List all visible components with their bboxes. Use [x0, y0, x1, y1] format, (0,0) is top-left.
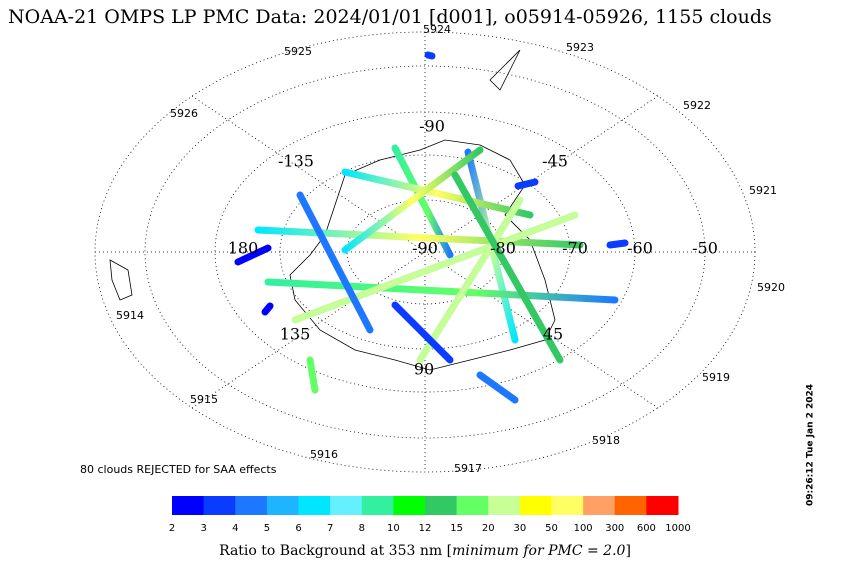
title: NOAA-21 OMPS LP PMC Data: 2024/01/01 [d0… — [8, 6, 772, 28]
latitude-label: -90 — [412, 239, 438, 258]
orbit-label: 5917 — [454, 462, 482, 475]
colorbar-swatch — [456, 496, 489, 515]
latitude-label: -70 — [562, 239, 588, 258]
colorbar-label: 300 — [605, 523, 624, 534]
colorbar-label: 100 — [574, 523, 593, 534]
orbit-label: 5922 — [683, 99, 711, 112]
colorbar-label: 5 — [264, 523, 270, 534]
colorbar-label: 8 — [359, 523, 365, 534]
colorbar-label: 4 — [232, 523, 238, 534]
colorbar-label: 12 — [419, 523, 432, 534]
coastline — [109, 49, 556, 371]
colorbar-label: 50 — [545, 523, 558, 534]
colorbar-swatch — [488, 496, 521, 515]
caption-emphasis: minimum for PMC = 2.0 — [452, 543, 625, 559]
orbit-label: 5918 — [592, 434, 620, 447]
latitude-label: -50 — [692, 239, 718, 258]
colorbar-label: 10 — [387, 523, 400, 534]
colorbar-label: 30 — [514, 523, 527, 534]
colorbar-swatch — [266, 496, 299, 515]
longitude-label: -135 — [278, 152, 314, 171]
colorbar-label: 20 — [482, 523, 495, 534]
orbit-label: 5926 — [170, 107, 198, 120]
longitude-label: 90 — [414, 360, 434, 379]
colorbar-label: 7 — [327, 523, 333, 534]
caption-text: Ratio to Background at 353 nm [ — [219, 543, 452, 559]
colorbar-label: 1000 — [665, 523, 690, 534]
longitude-label: -45 — [542, 152, 568, 171]
orbit-label: 5920 — [757, 281, 785, 294]
colorbar-label: 15 — [450, 523, 463, 534]
colorbar: 2 3 4 5 6 7 8 10 12 15 20 30 50 100 300 600 1000 — [169, 496, 691, 534]
colorbar-swatch — [646, 496, 679, 515]
colorbar-swatch — [298, 496, 331, 515]
longitude-label: 180 — [228, 239, 259, 258]
colorbar-label: 600 — [637, 523, 656, 534]
orbit-label: 5921 — [749, 184, 777, 197]
orbit-label: 5914 — [116, 309, 144, 322]
latitude-label: -80 — [490, 239, 516, 258]
orbit-label: 5916 — [310, 448, 338, 461]
orbit-label: 5925 — [284, 45, 312, 58]
colorbar-swatch — [235, 496, 268, 515]
note: 80 clouds REJECTED for SAA effects — [80, 463, 277, 476]
orbit-label: 5924 — [423, 23, 451, 36]
longitude-label: 45 — [543, 325, 563, 344]
orbit-label: 5915 — [190, 393, 218, 406]
orbit-label: 5919 — [702, 371, 730, 384]
orbit-tracks — [234, 51, 629, 404]
colorbar-label: 6 — [295, 523, 301, 534]
colorbar-swatch — [425, 496, 458, 515]
colorbar-caption: Ratio to Background at 353 nm [minimum f… — [219, 543, 631, 559]
colorbar-swatch — [614, 496, 647, 515]
colorbar-label: 3 — [200, 523, 206, 534]
colorbar-swatch — [393, 496, 426, 515]
colorbar-swatch — [551, 496, 584, 515]
map-labels: 5924 5923 5922 5921 5920 5919 5918 5917 5916 5915… — [116, 23, 785, 475]
latitude-label: -60 — [627, 239, 653, 258]
colorbar-swatch — [203, 496, 236, 515]
timestamp: 09:26:12 Tue Jan 2 2024 — [806, 384, 816, 506]
graticule — [94, 31, 756, 473]
orbit-label: 5923 — [566, 41, 594, 54]
longitude-label: -90 — [419, 117, 445, 136]
colorbar-swatch — [172, 496, 205, 515]
colorbar-swatch — [519, 496, 552, 515]
colorbar-swatch — [361, 496, 394, 515]
caption-close: ] — [625, 543, 630, 559]
colorbar-swatch — [583, 496, 616, 515]
colorbar-label: 2 — [169, 523, 175, 534]
colorbar-swatch — [330, 496, 363, 515]
longitude-label: 135 — [280, 325, 311, 344]
